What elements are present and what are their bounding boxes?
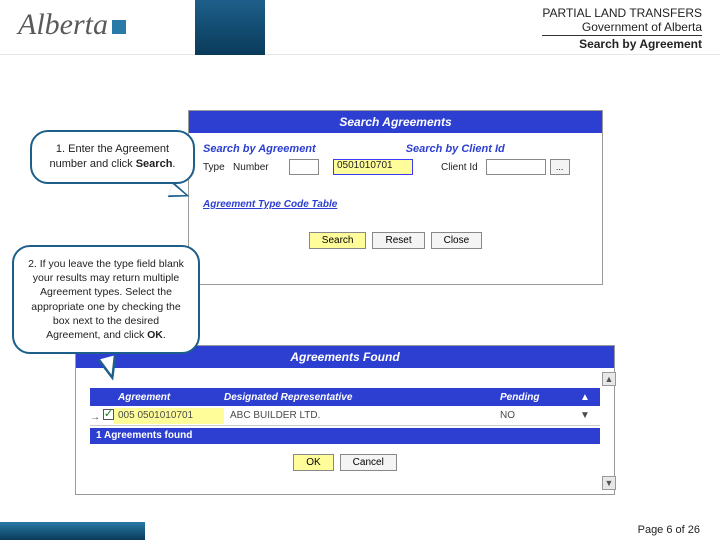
logo-dot-icon	[112, 20, 126, 34]
callout1-bold: Search	[136, 158, 173, 170]
callout2-suffix: .	[163, 329, 166, 341]
col-rep: Designated Representative	[224, 392, 500, 403]
type-input[interactable]	[289, 159, 319, 175]
agreement-type-code-link[interactable]: Agreement Type Code Table	[203, 199, 337, 210]
ok-button[interactable]: OK	[293, 454, 333, 471]
row-indicator: →	[90, 409, 114, 423]
agreements-found-panel: Agreements Found ▲ Agreement Designated …	[75, 345, 615, 495]
type-label: Type	[203, 162, 225, 173]
cancel-button[interactable]: Cancel	[340, 454, 397, 471]
callout-step-2: 2. If you leave the type field blank you…	[12, 245, 200, 354]
type-number-label: Type Number	[203, 162, 275, 173]
search-agreements-panel: Search Agreements Search by Agreement Se…	[188, 110, 603, 285]
reset-button[interactable]: Reset	[372, 232, 424, 249]
scroll-up-icon[interactable]: ▲	[602, 372, 616, 386]
header-titles: PARTIAL LAND TRANSFERS Government of Alb…	[542, 6, 702, 51]
section-headers: Search by Agreement Search by Client Id	[203, 143, 588, 155]
search-button[interactable]: Search	[309, 232, 367, 249]
search-panel-body: Search by Agreement Search by Client Id …	[189, 133, 602, 284]
title-line-3: Search by Agreement	[542, 37, 702, 51]
results-footer: 1 Agreements found	[90, 428, 600, 444]
search-panel-titlebar: Search Agreements	[189, 111, 602, 133]
row-checkbox[interactable]	[103, 409, 114, 420]
results-table-header: Agreement Designated Representative Pend…	[90, 388, 600, 406]
results-button-row: OK Cancel	[90, 454, 600, 471]
header-accent-bar	[195, 0, 265, 55]
section-by-agreement: Search by Agreement	[203, 143, 316, 155]
close-button[interactable]: Close	[431, 232, 483, 249]
results-panel-body: ▲ Agreement Designated Representative Pe…	[76, 368, 614, 494]
section-by-client: Search by Client Id	[406, 143, 505, 155]
clientid-lookup-button[interactable]: ...	[550, 159, 570, 175]
logo-text: Alberta	[18, 8, 108, 41]
clientid-input[interactable]	[486, 159, 546, 175]
callout1-suffix: .	[172, 158, 175, 170]
cell-rep: ABC BUILDER LTD.	[224, 410, 500, 421]
alberta-logo: Alberta	[18, 8, 126, 42]
cell-scroll-down[interactable]: ▼	[580, 410, 600, 421]
number-input[interactable]: 0501010701	[333, 159, 413, 175]
scroll-down-icon[interactable]: ▼	[602, 476, 616, 490]
clientid-group: Client Id ...	[441, 159, 570, 175]
field-row: Type Number 0501010701 Client Id ...	[203, 159, 588, 175]
col-scroll[interactable]: ▲	[580, 392, 600, 403]
callout2-bold: OK	[147, 329, 163, 341]
col-pending: Pending	[500, 392, 580, 403]
col-agreement: Agreement	[114, 392, 224, 403]
search-button-row: Search Reset Close	[203, 232, 588, 249]
page-number: Page 6 of 26	[638, 524, 700, 536]
title-line-2: Government of Alberta	[542, 20, 702, 36]
callout-step-1: 1. Enter the Agreement number and click …	[30, 130, 195, 184]
title-line-1: PARTIAL LAND TRANSFERS	[542, 6, 702, 20]
content-stage: Search Agreements Search by Agreement Se…	[0, 55, 720, 520]
page-header: Alberta PARTIAL LAND TRANSFERS Governmen…	[0, 0, 720, 55]
cell-agreement: 005 0501010701	[114, 408, 224, 424]
cell-pending: NO	[500, 410, 580, 421]
footer-stripe	[0, 522, 145, 540]
clientid-label: Client Id	[441, 162, 478, 173]
arrow-right-icon: →	[90, 412, 100, 423]
table-row[interactable]: → 005 0501010701 ABC BUILDER LTD. NO ▼	[90, 406, 600, 426]
number-label: Number	[233, 162, 269, 173]
